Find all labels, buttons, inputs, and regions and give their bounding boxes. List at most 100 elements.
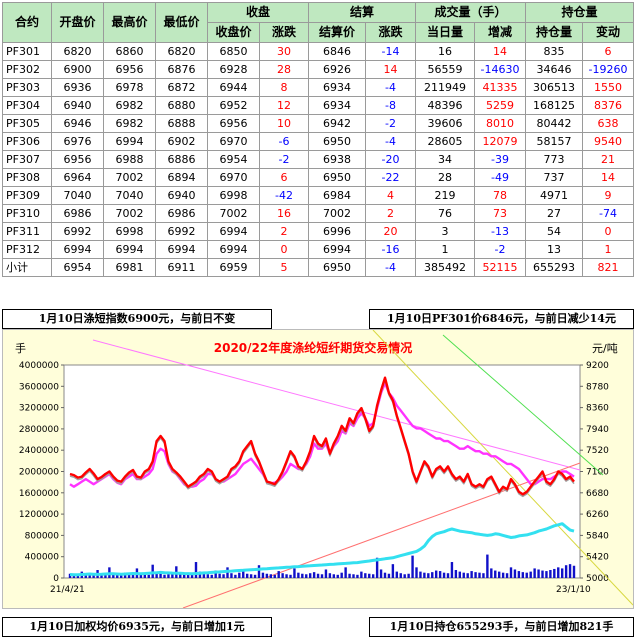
cell-c: PF311 (2, 222, 52, 241)
left-tick-label: 4000000 (19, 361, 59, 371)
volume-bar (427, 573, 430, 578)
cell-l: 6820 (155, 42, 208, 61)
cell-cc: 12 (259, 96, 309, 115)
cell-cc: 10 (259, 114, 309, 133)
cell-h: 6978 (103, 78, 156, 97)
cell-oc: 9 (582, 186, 634, 205)
caption-pf301: 1月10日PF301价6846元，与前日减少14元 (369, 309, 634, 329)
volume-bar (399, 573, 402, 578)
x-start-label: 21/4/21 (50, 585, 85, 595)
volume-bar (155, 571, 158, 578)
cell-cc: 5 (259, 258, 309, 277)
volume-bar (328, 573, 332, 578)
volume-bar (458, 571, 462, 578)
volume-bar (545, 571, 548, 578)
cell-oc: 1550 (582, 78, 634, 97)
volume-bar (198, 571, 202, 578)
cell-l: 6886 (155, 150, 208, 169)
cell-h: 6982 (103, 96, 156, 115)
cell-c: PF309 (2, 186, 52, 205)
volume-bar (383, 572, 387, 578)
table-row: PF305 6946 6982 6888 6956 10 6942 -2 39606 8010 80… (2, 114, 634, 133)
cell-o: 6986 (51, 204, 104, 223)
volume-bar (127, 573, 131, 578)
cell-cl: 6998 (207, 186, 260, 205)
volume-bar (379, 569, 383, 578)
cell-oi: 4971 (525, 186, 583, 205)
cell-o: 6956 (51, 150, 104, 169)
cell-oc: -19260 (582, 60, 634, 79)
cell-v: 34 (415, 150, 475, 169)
cell-vc: 78 (474, 186, 526, 205)
cell-oi: 58157 (525, 132, 583, 151)
volume-bar (529, 571, 532, 578)
cell-oc: 14 (582, 168, 634, 187)
left-tick-label: 1200000 (19, 510, 59, 520)
cell-v: 211949 (415, 78, 475, 97)
cell-v: 385492 (415, 258, 475, 277)
cell-cl: 6954 (207, 150, 260, 169)
trade-chart: 4000000360000032000002800000240000020000… (15, 330, 633, 608)
volume-bar (324, 569, 328, 578)
cell-v: 3 (415, 222, 475, 241)
volume-bar (360, 571, 363, 578)
cell-cl: 6850 (207, 42, 260, 61)
cell-oc: 9540 (582, 132, 634, 151)
cell-sc: 20 (365, 222, 416, 241)
cell-v: 76 (415, 204, 475, 223)
volume-bar (257, 565, 261, 578)
chart-title: 2020/22年度涤纶短纤期货交易情况 (214, 340, 412, 355)
cell-cl: 6956 (207, 114, 260, 133)
header-row-1: 合约 开盘价 最高价 最低价 收盘 结算 成交量（手） 持仓量 (2, 2, 634, 43)
cell-sc: -16 (365, 240, 416, 259)
header-vol-change: 增减 (474, 22, 526, 43)
cell-vc: -14630 (474, 60, 526, 79)
header-contract: 合约 (2, 2, 52, 43)
volume-bar (238, 572, 241, 578)
caption-weighted-avg: 1月10日加权均价6935元，与前日增加1元 (2, 617, 272, 637)
table-row: PF312 6994 6994 6994 6994 0 6994 -16 1 -2 13 1 (2, 240, 634, 259)
volume-bar (454, 570, 458, 578)
volume-bar (434, 570, 438, 578)
volume-bar (364, 573, 367, 578)
cell-sc: -2 (365, 114, 416, 133)
cell-o: 6940 (51, 96, 104, 115)
trend-line-yellow (372, 330, 633, 606)
volume-bar (194, 562, 198, 578)
volume-bar (301, 573, 304, 578)
cell-oi: 80442 (525, 114, 583, 133)
volume-bar (190, 573, 194, 578)
cell-vc: -49 (474, 168, 526, 187)
cell-o: 6992 (51, 222, 104, 241)
cell-h: 6982 (103, 114, 156, 133)
volume-bar (505, 573, 509, 578)
cell-vc: 5259 (474, 96, 526, 115)
cell-sc: -4 (365, 258, 416, 277)
volume-bar (541, 570, 544, 578)
cell-oi: 737 (525, 168, 583, 187)
volume-bar (336, 574, 339, 578)
cell-cc: 28 (259, 60, 309, 79)
volume-bar (261, 572, 265, 578)
cell-sc: 2 (365, 204, 416, 223)
right-tick-label: 6680 (586, 489, 609, 499)
volume-bar (88, 574, 91, 578)
cell-st: 6926 (308, 60, 366, 79)
left-tick-label: 2000000 (19, 468, 59, 478)
table-row: PF310 6986 7002 6986 7002 16 7002 2 76 73 27 -74 (2, 204, 634, 223)
cell-oi: 655293 (525, 258, 583, 277)
cell-c: PF310 (2, 204, 52, 223)
cell-oc: 6 (582, 42, 634, 61)
volume-bar (320, 574, 324, 578)
volume-bar (537, 569, 540, 578)
cell-st: 6950 (308, 258, 366, 277)
volume-bar (368, 573, 371, 578)
volume-bar (533, 568, 536, 578)
volume-bar (139, 573, 143, 578)
cell-o: 6820 (51, 42, 104, 61)
volume-bar (513, 569, 517, 578)
volume-bar (549, 570, 552, 578)
cell-oi: 13 (525, 240, 583, 259)
volume-bar (214, 570, 217, 578)
cell-l: 6894 (155, 168, 208, 187)
